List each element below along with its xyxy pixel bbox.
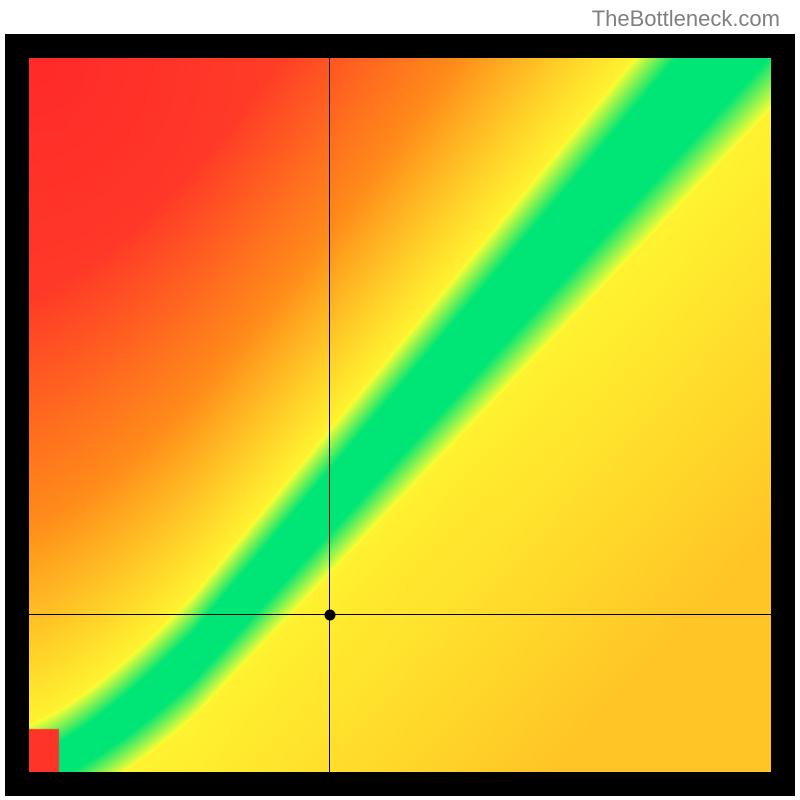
crosshair-horizontal	[29, 614, 771, 615]
watermark-text: TheBottleneck.com	[592, 6, 780, 32]
chart-frame	[5, 34, 795, 796]
chart-container: TheBottleneck.com	[0, 0, 800, 800]
plot-area	[29, 58, 771, 772]
heatmap-canvas	[29, 58, 771, 772]
crosshair-vertical	[329, 58, 330, 772]
crosshair-marker	[324, 609, 335, 620]
